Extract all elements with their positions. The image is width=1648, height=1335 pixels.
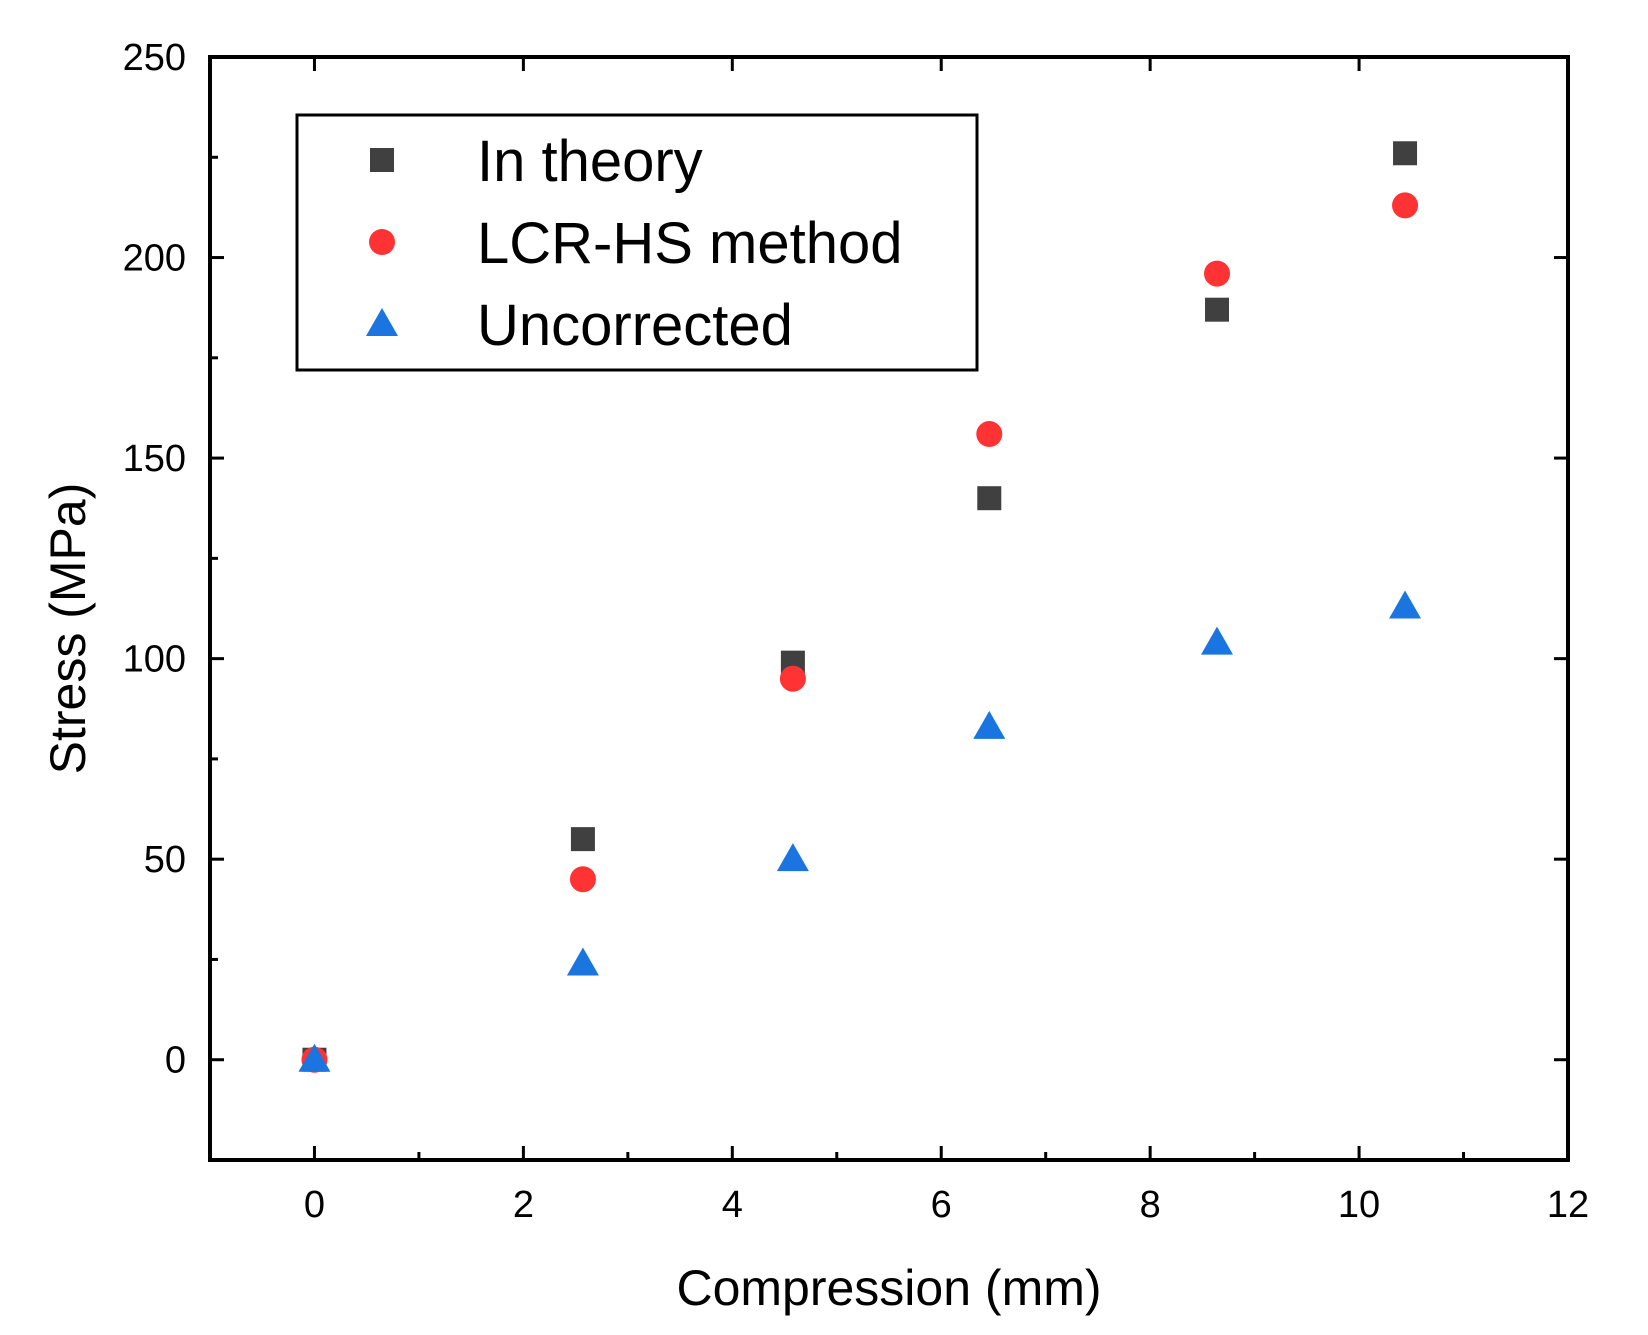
y-tick-label: 100 — [123, 639, 186, 681]
legend-square-icon — [370, 148, 394, 172]
data-point-circle — [976, 421, 1003, 448]
data-point-circle — [569, 866, 596, 893]
plot-frame — [208, 55, 1570, 1162]
y-tick-label: 200 — [123, 238, 186, 280]
x-tick-label: 2 — [513, 1184, 534, 1226]
data-point-triangle — [298, 1043, 331, 1072]
data-point-square — [1393, 141, 1418, 166]
y-tick-label: 0 — [165, 1040, 186, 1082]
data-point-circle — [1204, 260, 1231, 287]
legend-label: Uncorrected — [477, 293, 793, 358]
data-point-square — [1205, 297, 1230, 322]
legend-triangle-icon — [366, 308, 398, 336]
x-tick-label: 6 — [931, 1184, 952, 1226]
x-tick-label: 4 — [722, 1184, 743, 1226]
data-point-square — [977, 486, 1002, 511]
data-point-triangle — [1201, 626, 1234, 655]
legend-box — [295, 113, 979, 372]
legend-layer: In theory LCR-HS method Uncorrected — [295, 113, 979, 372]
x-tick-label: 12 — [1547, 1184, 1589, 1226]
data-point-triangle — [776, 843, 809, 872]
data-point-circle — [779, 665, 806, 692]
x-tick-label: 8 — [1140, 1184, 1161, 1226]
x-tick-label: 10 — [1338, 1184, 1380, 1226]
data-point-triangle — [973, 710, 1006, 739]
data-point-triangle — [1389, 590, 1422, 619]
data-point-square — [570, 827, 595, 852]
axes-layer: 0 2 4 6 8 10 12 0 50 100 150 200 250 — [123, 37, 1590, 1226]
y-tick-label: 250 — [123, 37, 186, 79]
legend-label: LCR-HS method — [477, 211, 902, 276]
x-axis-title: Compression (mm) — [676, 1260, 1101, 1316]
x-tick-label: 0 — [304, 1184, 325, 1226]
y-tick-label: 150 — [123, 438, 186, 480]
y-axis-title: Stress (MPa) — [40, 483, 96, 775]
y-tick-label: 50 — [144, 839, 186, 881]
series-triangle — [298, 590, 1422, 1072]
legend-label: In theory — [477, 129, 703, 194]
marks-layer — [298, 141, 1422, 1073]
data-point-circle — [1392, 192, 1419, 219]
data-point-triangle — [566, 947, 599, 976]
legend-circle-icon — [369, 229, 395, 255]
